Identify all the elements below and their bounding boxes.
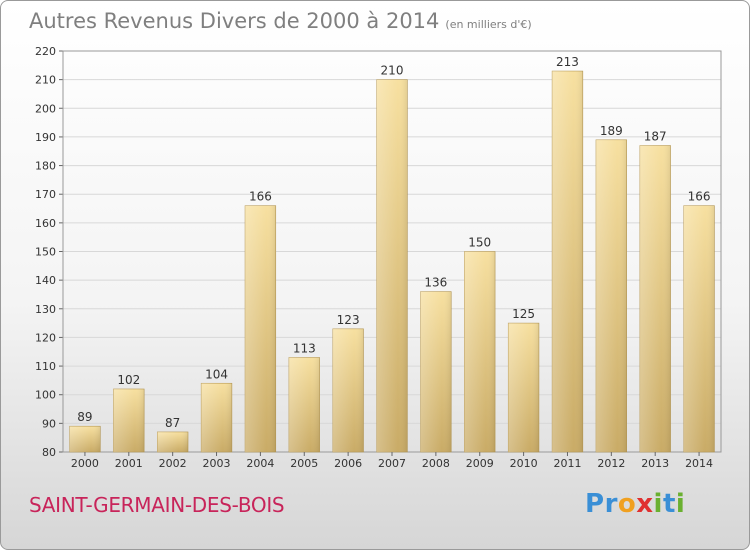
logo-letter: o	[617, 489, 637, 519]
x-tick-label: 2005	[290, 457, 318, 470]
x-tick-label: 2001	[115, 457, 143, 470]
value-label: 104	[205, 367, 228, 381]
value-label: 89	[77, 410, 92, 424]
y-tick-label: 190	[35, 131, 56, 144]
x-tick-label: 2006	[334, 457, 362, 470]
x-tick-label: 2004	[246, 457, 274, 470]
value-label: 125	[512, 307, 535, 321]
bar-shade	[464, 251, 496, 452]
x-axis: 2000 2001 2002 2003 2004 2005 2006 2007 2008 2009…	[71, 452, 713, 470]
value-label: 123	[337, 313, 360, 327]
y-tick-label: 200	[35, 102, 56, 115]
y-axis: 80 90 100 110 120 130 140 150 160 170 180 190 200 210…	[35, 45, 722, 459]
y-tick-label: 130	[35, 303, 56, 316]
value-label: 166	[688, 190, 711, 204]
bar-shade	[157, 431, 189, 452]
y-tick-label: 160	[35, 217, 56, 230]
title-text: Autres Revenus Divers de 2000 à 2014	[29, 9, 440, 33]
bar-shade	[595, 139, 627, 453]
bar-shade	[288, 357, 320, 452]
value-label: 102	[117, 373, 140, 387]
y-tick-label: 120	[35, 331, 56, 344]
value-label: 187	[644, 130, 667, 144]
bar-shade	[420, 291, 452, 452]
bar-shade	[508, 323, 539, 452]
y-tick-label: 140	[35, 274, 56, 287]
x-tick-label: 2012	[597, 457, 625, 470]
x-tick-label: 2000	[71, 457, 99, 470]
value-label: 189	[600, 124, 623, 138]
x-tick-label: 2009	[466, 457, 494, 470]
x-tick-label: 2003	[203, 457, 231, 470]
bar-shade	[639, 145, 671, 452]
y-tick-label: 170	[35, 188, 56, 201]
proxiti-logo: Proxiti	[585, 489, 685, 519]
value-label: 136	[424, 276, 447, 290]
value-label: 87	[165, 416, 180, 430]
value-label: 150	[468, 236, 491, 250]
value-labels: 89 102 87 104 166 113 123 210 136 150 125 213 189 187…	[77, 55, 710, 430]
y-tick-label: 220	[35, 45, 56, 58]
y-tick-label: 80	[42, 446, 56, 459]
logo-letter: t	[662, 489, 676, 519]
y-tick-label: 90	[42, 417, 56, 430]
logo-letter: P	[585, 489, 605, 519]
y-tick-label: 210	[35, 74, 56, 87]
value-label: 213	[556, 55, 579, 69]
bar-shade	[332, 328, 364, 452]
x-tick-label: 2007	[378, 457, 406, 470]
title-unit: (en milliers d'€)	[445, 18, 532, 31]
bar-shade	[113, 388, 145, 452]
chart-title: Autres Revenus Divers de 2000 à 2014 (en …	[29, 9, 532, 33]
value-label: 113	[293, 341, 316, 355]
x-tick-label: 2002	[159, 457, 187, 470]
x-tick-label: 2013	[641, 457, 669, 470]
bar-shade	[201, 383, 232, 452]
x-tick-label: 2014	[685, 457, 713, 470]
logo-letter: r	[604, 489, 618, 519]
value-label: 166	[249, 190, 272, 204]
bar-shade	[69, 426, 101, 452]
x-tick-label: 2008	[422, 457, 450, 470]
y-tick-label: 100	[35, 389, 56, 402]
value-label: 210	[381, 64, 404, 78]
y-tick-label: 150	[35, 246, 56, 259]
bar-shade	[376, 79, 408, 453]
y-tick-label: 110	[35, 360, 56, 373]
bar-shade	[552, 71, 583, 453]
logo-letter: x	[636, 489, 654, 519]
logo-letter: i	[653, 489, 663, 519]
y-tick-label: 180	[35, 160, 56, 173]
logo-letter: i	[675, 489, 686, 519]
x-tick-label: 2011	[553, 457, 581, 470]
x-tick-label: 2010	[510, 457, 538, 470]
bar-shade	[245, 205, 276, 452]
bars	[69, 70, 715, 453]
location-name: SAINT-GERMAIN-DES-BOIS	[29, 493, 285, 517]
bar-shade	[683, 205, 715, 452]
